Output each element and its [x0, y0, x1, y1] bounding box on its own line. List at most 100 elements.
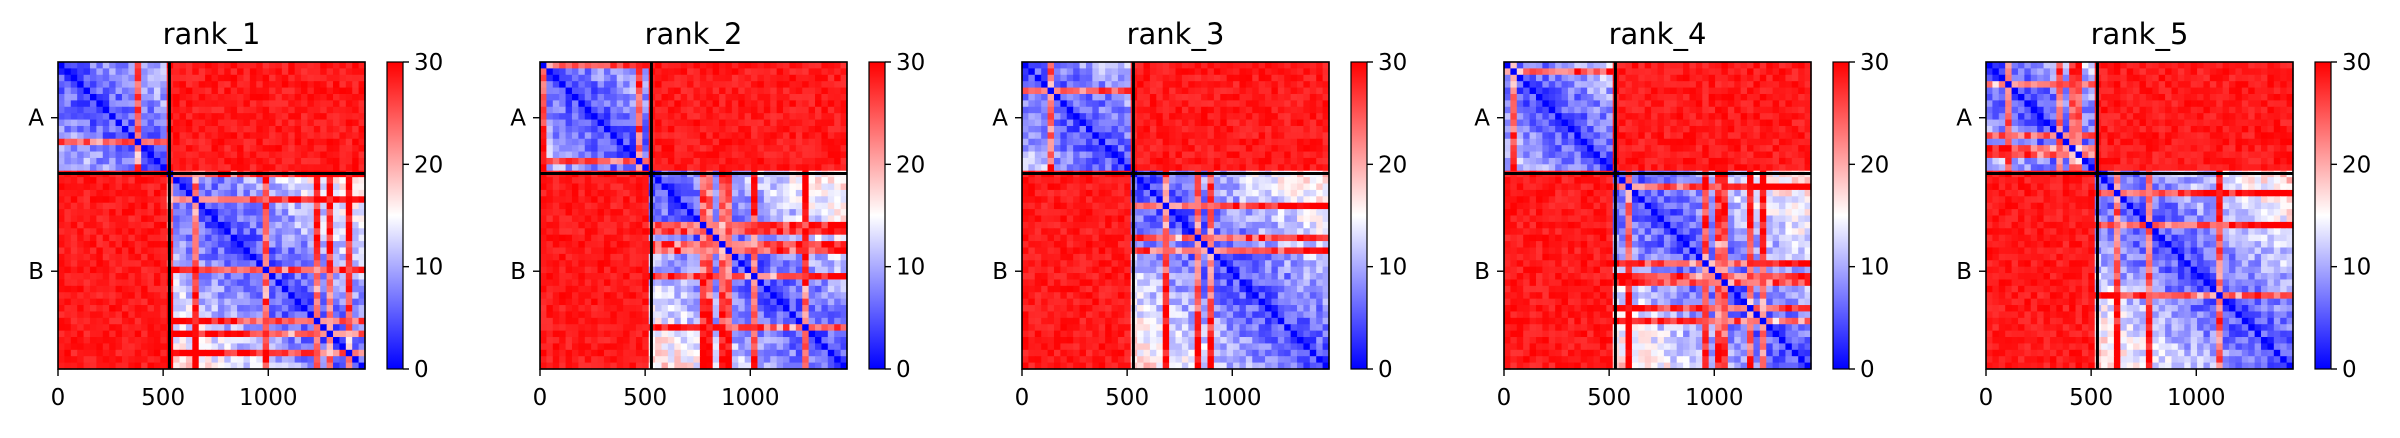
- heat-cell: [224, 164, 232, 172]
- heat-cell: [616, 138, 624, 146]
- heat-cell: [217, 298, 225, 306]
- heat-cell: [795, 266, 803, 274]
- heat-cell: [776, 362, 784, 370]
- heat-cell: [821, 228, 829, 236]
- heat-cell: [616, 132, 624, 140]
- heat-cell: [546, 305, 554, 313]
- heat-cell: [288, 87, 296, 95]
- heat-cell: [307, 215, 315, 223]
- heat-cell: [147, 164, 155, 172]
- heat-cell: [115, 343, 123, 351]
- heat-cell: [320, 209, 328, 217]
- heat-cell: [217, 337, 225, 345]
- heat-cell: [738, 349, 746, 357]
- heat-cell: [211, 279, 219, 287]
- heat-cell: [840, 241, 848, 249]
- heat-cell: [294, 106, 302, 114]
- heat-cell: [243, 196, 251, 204]
- heat-cell: [128, 317, 136, 325]
- heat-cell: [559, 74, 567, 82]
- heat-cell: [655, 202, 663, 210]
- heat-cell: [603, 113, 611, 121]
- heat-cell: [616, 260, 624, 268]
- heat-cell: [141, 324, 149, 332]
- heat-cell: [693, 100, 701, 108]
- heat-cell: [834, 189, 842, 197]
- heat-cell: [179, 343, 187, 351]
- heat-cell: [326, 189, 334, 197]
- heat-cell: [687, 183, 695, 191]
- heat-cell: [230, 247, 238, 255]
- heat-cell: [597, 119, 605, 127]
- heat-cell: [262, 81, 270, 89]
- heat-cell: [128, 362, 136, 370]
- heat-cell: [540, 324, 547, 332]
- heat-cell: [731, 279, 739, 287]
- heat-cell: [345, 119, 353, 127]
- heat-cell: [840, 260, 848, 268]
- heat-cell: [70, 324, 78, 332]
- heat-cell: [211, 311, 219, 319]
- heat-cell: [1028, 62, 1036, 69]
- heat-cell: [352, 292, 360, 300]
- heat-cell: [205, 113, 213, 121]
- heat-cell: [591, 241, 599, 249]
- heat-cell: [96, 362, 104, 370]
- heat-cell: [205, 356, 213, 364]
- heat-cell: [783, 221, 791, 229]
- heat-cell: [578, 241, 586, 249]
- heat-cell: [249, 177, 257, 185]
- heat-cell: [1226, 93, 1234, 101]
- heat-cell: [571, 113, 579, 121]
- heat-cell: [821, 337, 829, 345]
- heat-cell: [655, 183, 663, 191]
- heat-cell: [198, 81, 206, 89]
- heat-cell: [102, 125, 110, 133]
- heat-cell: [642, 100, 650, 108]
- heat-cell: [198, 196, 206, 204]
- heat-cell: [96, 157, 104, 165]
- heat-cell: [345, 157, 353, 165]
- heat-cell: [763, 151, 771, 159]
- heat-cell: [275, 164, 283, 172]
- heat-cell: [808, 202, 816, 210]
- heat-cell: [147, 68, 155, 76]
- heat-cell: [256, 62, 264, 69]
- heat-cell: [603, 337, 611, 345]
- heat-cell: [1047, 93, 1055, 101]
- heat-cell: [821, 209, 829, 217]
- heat-cell: [262, 343, 270, 351]
- heat-cell: [211, 209, 219, 217]
- heat-cell: [1079, 87, 1087, 95]
- heat-cell: [134, 106, 142, 114]
- heat-cell: [1156, 87, 1164, 95]
- heat-cell: [1073, 68, 1081, 76]
- heat-cell: [565, 106, 573, 114]
- heat-cell: [211, 189, 219, 197]
- heat-cell: [275, 125, 283, 133]
- heat-cell: [128, 145, 136, 153]
- heat-cell: [744, 215, 752, 223]
- heat-cell: [294, 324, 302, 332]
- heat-cell: [725, 68, 733, 76]
- heat-cell: [237, 273, 245, 281]
- heat-cell: [1117, 100, 1125, 108]
- heat-cell: [147, 349, 155, 357]
- heat-cell: [610, 228, 618, 236]
- heat-cell: [217, 324, 225, 332]
- heat-cell: [603, 266, 611, 274]
- heat-cell: [230, 177, 238, 185]
- heat-cell: [1309, 93, 1317, 101]
- heat-cell: [326, 298, 334, 306]
- heat-cell: [629, 253, 637, 261]
- heat-cell: [776, 157, 784, 165]
- heat-cell: [827, 305, 835, 313]
- heat-cell: [731, 196, 739, 204]
- heat-cell: [217, 330, 225, 338]
- heat-cell: [262, 93, 270, 101]
- heat-cell: [70, 164, 78, 172]
- heat-cell: [578, 202, 586, 210]
- heat-cell: [339, 343, 347, 351]
- heat-cell: [192, 298, 200, 306]
- heat-cell: [185, 100, 193, 108]
